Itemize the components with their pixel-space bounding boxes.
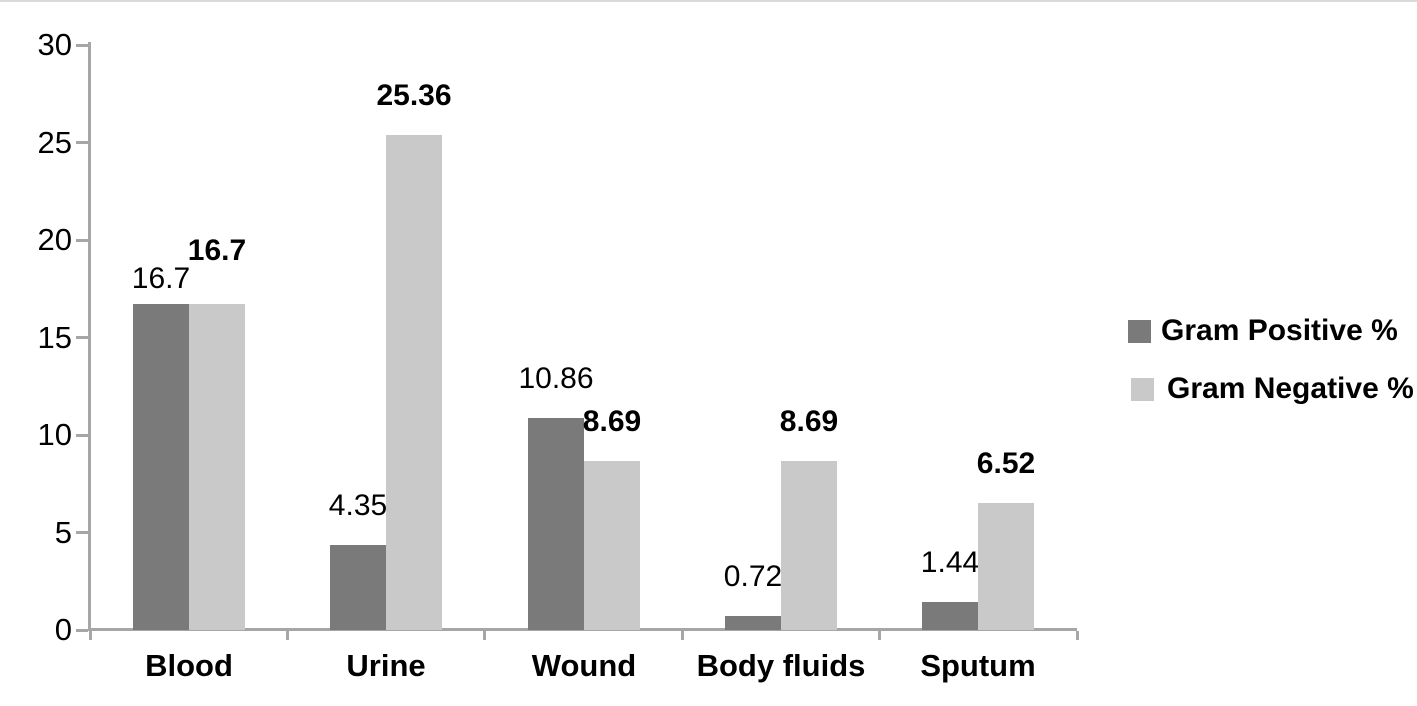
y-axis-line	[88, 42, 91, 631]
legend-label-gram-positive: Gram Positive %	[1161, 314, 1398, 347]
bar-gram-negative-wound	[584, 461, 640, 630]
value-label-gram-negative-wound: 8.69	[582, 405, 642, 438]
x-axis-category-label-sputum: Sputum	[920, 648, 1036, 683]
bar-gram-negative-blood	[189, 304, 245, 630]
y-axis-tick-label: 20	[37, 222, 72, 257]
y-axis-tick-label: 25	[37, 125, 72, 160]
x-axis-category-label-wound: Wound	[531, 648, 637, 683]
bar-gram-negative-body-fluids	[781, 461, 837, 630]
bar-gram-positive-urine	[330, 545, 386, 630]
bar-gram-positive-body-fluids	[725, 616, 781, 630]
value-label-gram-positive-body-fluids: 0.72	[723, 560, 783, 593]
value-label-gram-negative-sputum: 6.52	[976, 447, 1036, 480]
legend: Gram Positive % Gram Negative %	[1128, 314, 1414, 430]
y-axis-tick	[76, 44, 88, 47]
y-axis-tick	[76, 531, 88, 534]
legend-item-gram-positive: Gram Positive %	[1128, 314, 1414, 348]
x-axis-tick	[1076, 631, 1079, 640]
y-axis-tick-label: 5	[54, 515, 72, 550]
value-label-gram-positive-sputum: 1.44	[920, 546, 980, 579]
value-label-gram-positive-blood: 16.7	[131, 262, 191, 295]
bar-gram-positive-blood	[133, 304, 189, 630]
x-axis-tick	[286, 631, 289, 640]
value-label-gram-negative-blood: 16.7	[187, 234, 247, 267]
figure-top-border	[0, 0, 1417, 2]
y-axis-tick-label: 30	[37, 27, 72, 62]
legend-label-gram-negative: Gram Negative %	[1167, 372, 1414, 405]
value-label-gram-positive-urine: 4.35	[328, 489, 388, 522]
value-label-gram-positive-wound: 10.86	[518, 362, 594, 395]
value-label-gram-negative-body-fluids: 8.69	[779, 405, 839, 438]
x-axis-tick	[483, 631, 486, 640]
legend-swatch-gram-positive-icon	[1128, 319, 1151, 343]
x-axis-category-label-blood: Blood	[145, 648, 233, 683]
x-axis-tick	[681, 631, 684, 640]
bar-gram-positive-wound	[528, 418, 584, 630]
legend-item-gram-negative: Gram Negative %	[1128, 372, 1414, 406]
x-axis-tick	[89, 631, 92, 640]
y-axis-tick-label: 10	[37, 417, 72, 452]
bar-gram-negative-sputum	[978, 503, 1034, 630]
y-axis-tick	[76, 141, 88, 144]
y-axis-tick	[76, 336, 88, 339]
x-axis-category-label-body-fluids: Body fluids	[696, 648, 866, 683]
y-axis-tick	[76, 629, 88, 632]
y-axis-tick	[76, 239, 88, 242]
y-axis-tick	[76, 434, 88, 437]
legend-swatch-gram-negative-icon	[1131, 377, 1154, 401]
y-axis-tick-label: 15	[37, 320, 72, 355]
bar-gram-negative-urine	[386, 135, 442, 630]
bar-gram-positive-sputum	[922, 602, 978, 630]
y-axis-tick-label: 0	[54, 612, 72, 647]
value-label-gram-negative-urine: 25.36	[376, 79, 452, 112]
x-axis-category-label-urine: Urine	[346, 648, 426, 683]
x-axis-tick	[878, 631, 881, 640]
